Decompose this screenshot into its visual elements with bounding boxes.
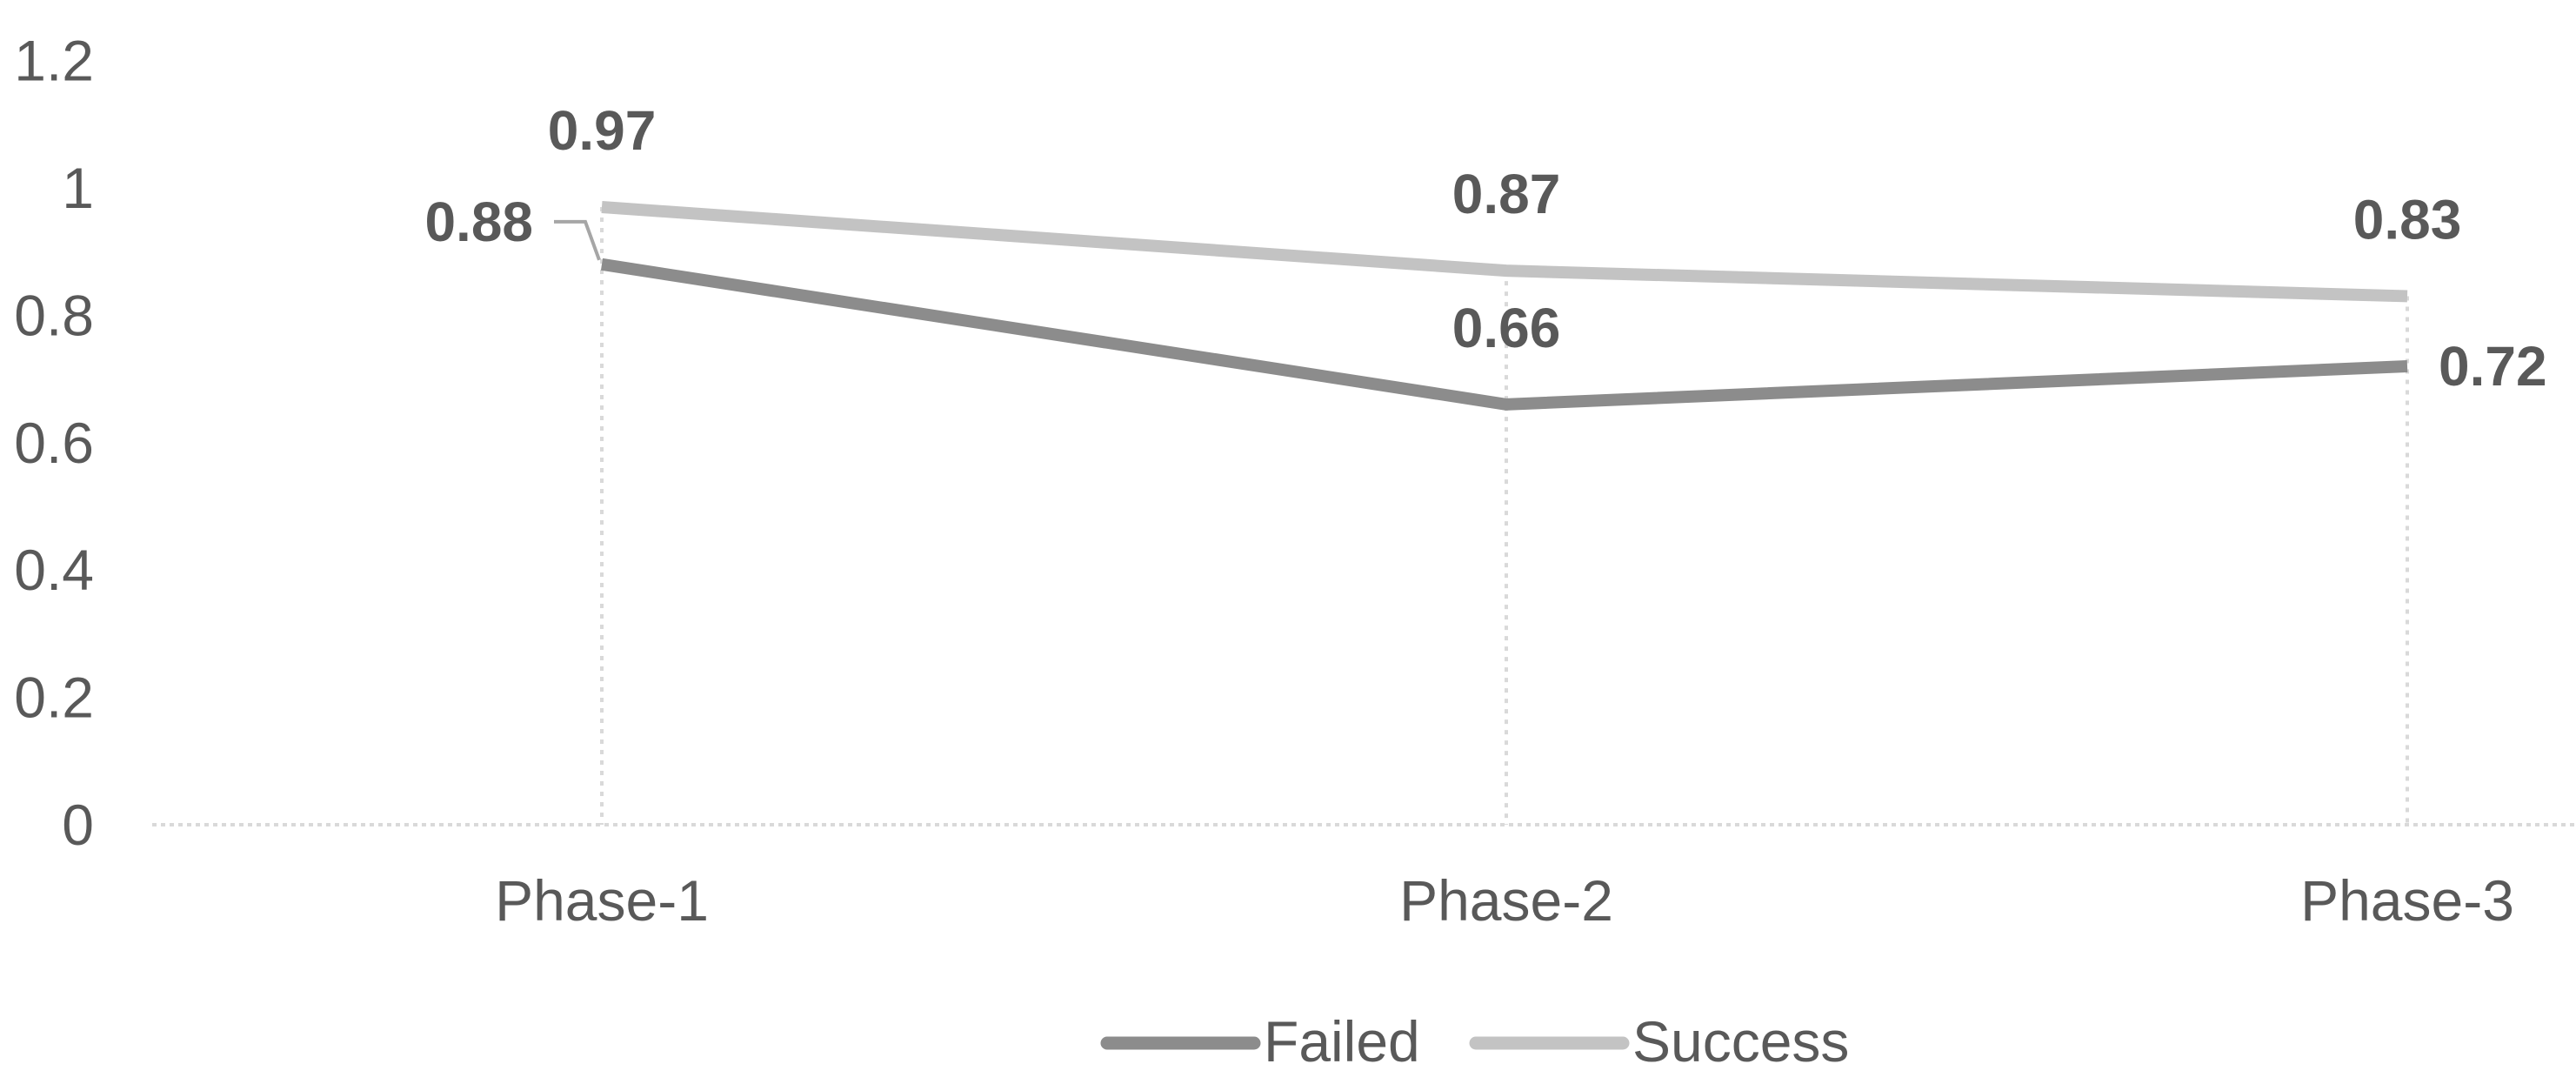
- y-tick-label: 0.4: [14, 538, 94, 602]
- legend-label-failed: Failed: [1264, 1009, 1420, 1074]
- y-tick-label: 0.8: [14, 283, 94, 347]
- x-category-label: Phase-3: [2300, 868, 2514, 933]
- data-label-success: 0.87: [1452, 163, 1561, 225]
- x-category-label: Phase-2: [1399, 868, 1613, 933]
- data-label-success: 0.83: [2353, 188, 2462, 251]
- x-category-label: Phase-1: [495, 868, 709, 933]
- series-line-success: [601, 200, 2408, 303]
- legend: Failed Success: [1100, 1009, 1849, 1074]
- y-tick-label: 0.2: [14, 666, 94, 730]
- data-label-failed: 0.72: [2439, 335, 2547, 398]
- y-tick-label: 1: [62, 156, 94, 220]
- y-tick-label: 0.6: [14, 411, 94, 475]
- y-axis-tick-labels: 0 0.2 0.4 0.6 0.8 1 1.2: [14, 29, 94, 857]
- data-label-failed: 0.88: [424, 191, 533, 253]
- legend-label-success: Success: [1632, 1009, 1849, 1074]
- series-line-failed: [600, 258, 2408, 411]
- category-drop-lines: [600, 206, 2409, 825]
- y-tick-label: 1.2: [14, 29, 94, 93]
- y-tick-label: 0: [62, 793, 94, 857]
- data-label-failed: 0.66: [1452, 297, 1561, 359]
- data-label-success: 0.97: [548, 99, 657, 162]
- label-leader-line: [554, 219, 601, 261]
